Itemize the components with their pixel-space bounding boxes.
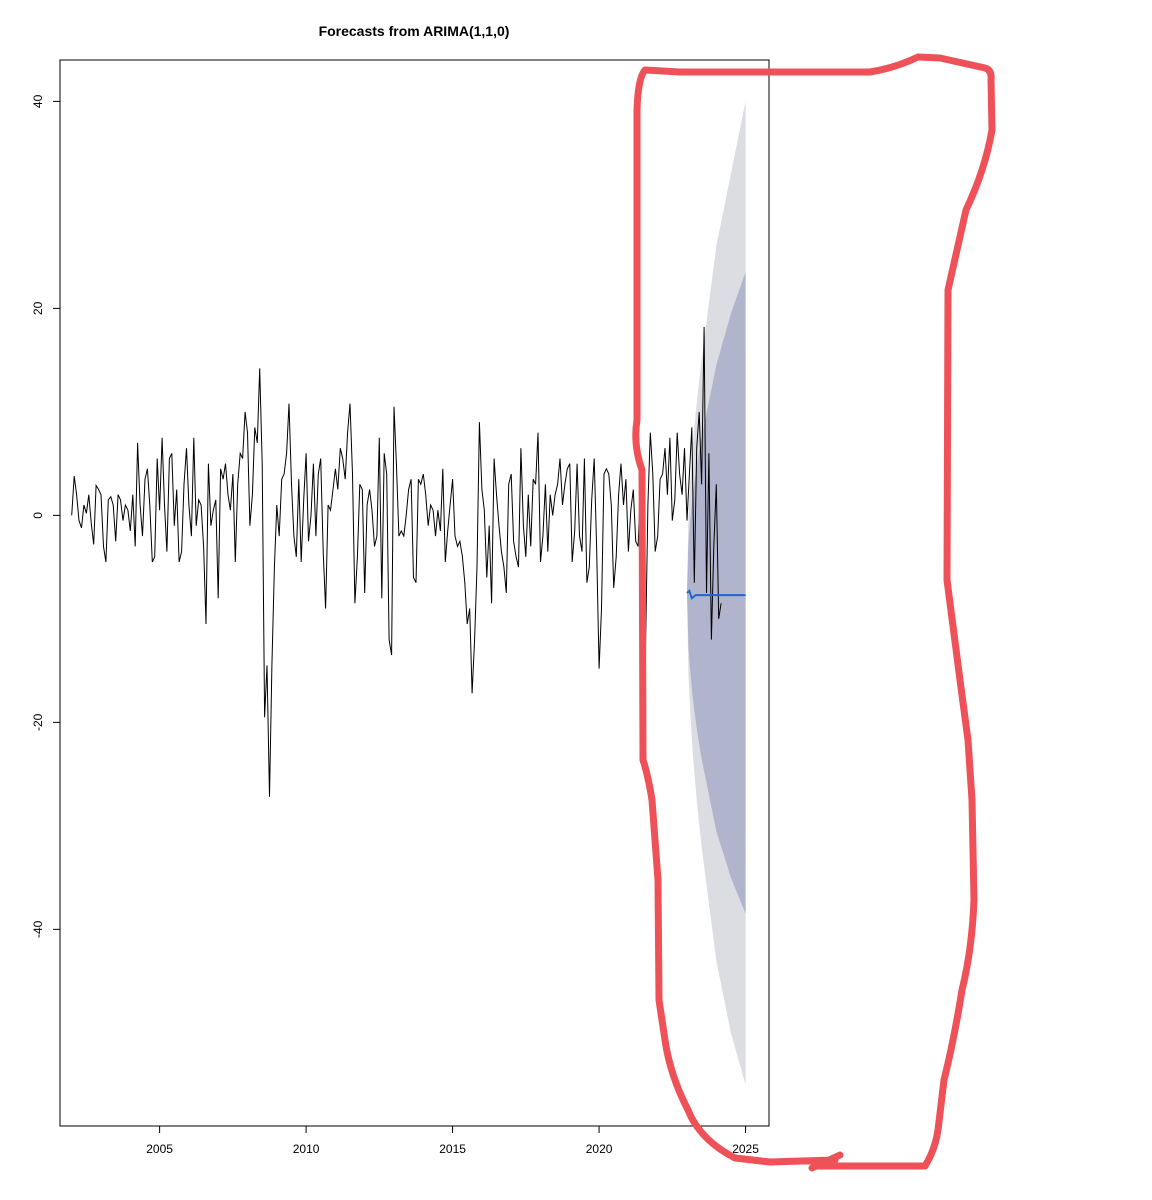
x-tick-label: 2020 [586, 1142, 613, 1156]
y-tick-label: 20 [31, 301, 45, 315]
y-axis: -40 -20 0 20 40 [31, 94, 61, 938]
y-tick-label: -40 [31, 920, 45, 938]
series-lines [71, 326, 746, 797]
hand-drawn-annotation-outline [632, 53, 996, 1172]
x-tick-label: 2010 [293, 1142, 320, 1156]
x-axis: 2005 2010 2015 2020 2025 [146, 1125, 759, 1156]
interval-band-80 [687, 272, 746, 914]
y-tick-label: 0 [31, 512, 45, 519]
chart-title: Forecasts from ARIMA(1,1,0) [319, 23, 510, 39]
x-tick-label: 2015 [439, 1142, 466, 1156]
x-tick-label: 2005 [146, 1142, 173, 1156]
observed-series-line [71, 326, 722, 797]
forecast-series-line [686, 589, 746, 600]
x-tick-label: 2025 [732, 1142, 759, 1156]
y-tick-label: 40 [31, 94, 45, 108]
y-tick-label: -20 [31, 713, 45, 731]
prediction-intervals [687, 101, 746, 1085]
